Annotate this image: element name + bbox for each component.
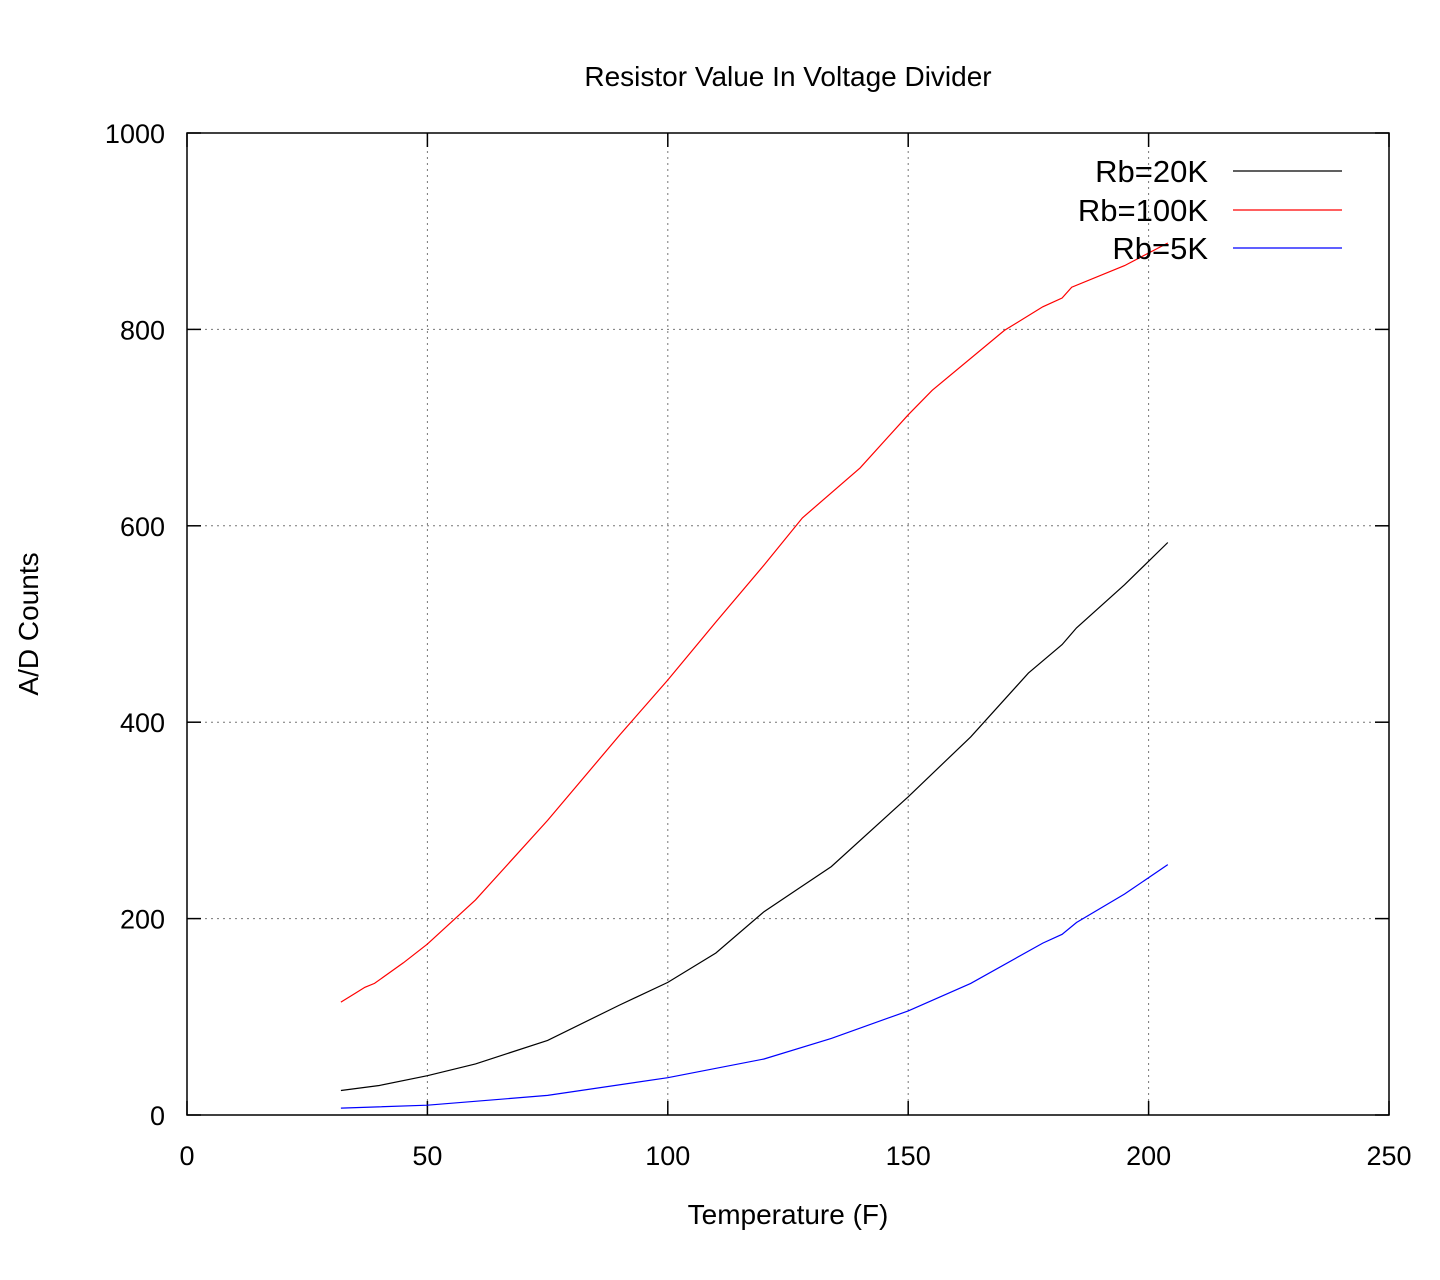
y-tick-label: 1000 bbox=[105, 119, 165, 149]
x-tick-label: 100 bbox=[645, 1141, 690, 1171]
legend-label: Rb=5K bbox=[1112, 231, 1208, 266]
grid bbox=[187, 133, 1389, 1115]
series-group bbox=[340, 242, 1169, 1109]
series-line-rb-100k bbox=[340, 242, 1169, 1003]
legend-label: Rb=20K bbox=[1095, 154, 1208, 189]
x-tick-label: 50 bbox=[412, 1141, 442, 1171]
y-axis-label: A/D Counts bbox=[13, 552, 44, 695]
axis-ticks: 0 50 100 150 200 250 0 200 400 600 800 1000 bbox=[105, 119, 1412, 1171]
y-tick-label: 200 bbox=[120, 905, 165, 935]
x-tick-label: 150 bbox=[886, 1141, 931, 1171]
chart-title: Resistor Value In Voltage Divider bbox=[584, 61, 991, 92]
y-tick-label: 600 bbox=[120, 512, 165, 542]
plot-frame bbox=[186, 132, 1390, 1116]
y-tick-label: 0 bbox=[150, 1101, 165, 1131]
legend-label: Rb=100K bbox=[1078, 193, 1208, 228]
y-tick-label: 400 bbox=[120, 708, 165, 738]
x-tick-label: 200 bbox=[1126, 1141, 1171, 1171]
series-line-rb-20k bbox=[340, 542, 1169, 1092]
y-tick-label: 800 bbox=[120, 315, 165, 345]
x-axis-label: Temperature (F) bbox=[688, 1199, 889, 1230]
x-tick-label: 0 bbox=[179, 1141, 194, 1171]
series-line-rb-5k bbox=[340, 864, 1169, 1109]
x-tick-label: 250 bbox=[1366, 1141, 1411, 1171]
